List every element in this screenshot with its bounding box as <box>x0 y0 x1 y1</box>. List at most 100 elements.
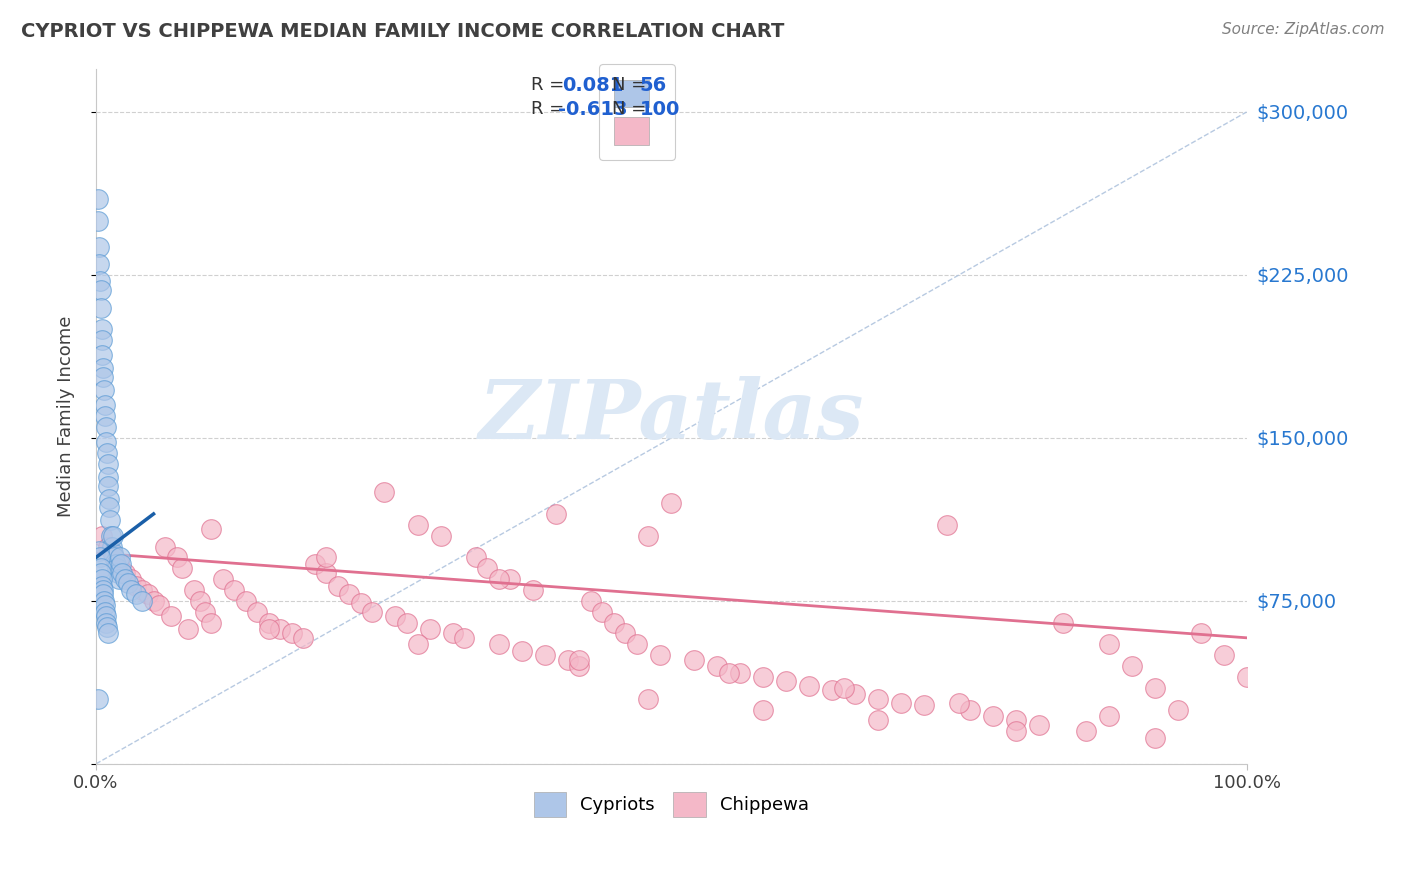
Point <box>384 609 406 624</box>
Point <box>568 652 591 666</box>
Point <box>568 659 591 673</box>
Text: 100: 100 <box>640 100 681 119</box>
Text: 56: 56 <box>640 76 666 95</box>
Point <box>361 605 384 619</box>
Point <box>683 652 706 666</box>
Point <box>730 665 752 680</box>
Point <box>103 529 125 543</box>
Point <box>1143 681 1166 695</box>
Point <box>752 702 775 716</box>
Point <box>510 644 533 658</box>
Point <box>1097 637 1119 651</box>
Point <box>488 572 510 586</box>
Point <box>90 301 112 315</box>
Point <box>90 566 112 580</box>
Point <box>648 648 671 663</box>
Point <box>117 576 139 591</box>
Point <box>373 485 395 500</box>
Point <box>546 507 568 521</box>
Point <box>94 609 117 624</box>
Point <box>125 579 148 593</box>
Point <box>200 522 222 536</box>
Point <box>90 572 112 586</box>
Point <box>292 631 315 645</box>
Point <box>844 687 866 701</box>
Point <box>752 670 775 684</box>
Point <box>89 550 111 565</box>
Point <box>148 598 170 612</box>
Point <box>96 626 118 640</box>
Point <box>93 398 115 412</box>
Point <box>453 631 475 645</box>
Point <box>890 696 912 710</box>
Point <box>948 696 970 710</box>
Legend: Cypriots, Chippewa: Cypriots, Chippewa <box>526 784 817 824</box>
Point <box>96 435 118 450</box>
Point <box>395 615 418 630</box>
Point <box>105 561 128 575</box>
Point <box>142 594 165 608</box>
Point <box>488 637 510 651</box>
Point <box>97 491 120 506</box>
Point <box>211 572 233 586</box>
Point <box>522 582 544 597</box>
Point <box>96 446 118 460</box>
Point <box>91 579 114 593</box>
Point <box>983 709 1005 723</box>
Point <box>799 679 821 693</box>
Point <box>120 582 142 597</box>
Point <box>91 361 114 376</box>
Point <box>280 626 302 640</box>
Point <box>1189 626 1212 640</box>
Point <box>96 615 118 630</box>
Point <box>177 622 200 636</box>
Point <box>91 348 114 362</box>
Text: R =: R = <box>531 76 565 94</box>
Point <box>832 681 855 695</box>
Point <box>194 605 217 619</box>
Point <box>114 572 136 586</box>
Point <box>131 582 153 597</box>
Point <box>1121 659 1143 673</box>
Point <box>114 566 136 580</box>
Point <box>1005 714 1028 728</box>
Point <box>94 409 117 424</box>
Point <box>477 561 499 575</box>
Point <box>936 517 959 532</box>
Point <box>90 322 112 336</box>
Point <box>1212 648 1234 663</box>
Point <box>153 540 176 554</box>
Point <box>1167 702 1189 716</box>
Point <box>90 529 112 543</box>
Point <box>108 572 131 586</box>
Point <box>257 615 280 630</box>
Point <box>166 550 188 565</box>
Point <box>103 550 125 565</box>
Point <box>87 691 110 706</box>
Point <box>200 615 222 630</box>
Point <box>533 648 555 663</box>
Point <box>94 605 117 619</box>
Point <box>1097 709 1119 723</box>
Point <box>111 566 134 580</box>
Point <box>89 257 111 271</box>
Point <box>637 691 659 706</box>
Text: Source: ZipAtlas.com: Source: ZipAtlas.com <box>1222 22 1385 37</box>
Text: CYPRIOT VS CHIPPEWA MEDIAN FAMILY INCOME CORRELATION CHART: CYPRIOT VS CHIPPEWA MEDIAN FAMILY INCOME… <box>21 22 785 41</box>
Point <box>499 572 522 586</box>
Point <box>337 587 360 601</box>
Point <box>103 548 125 562</box>
Point <box>912 698 935 713</box>
Point <box>326 579 349 593</box>
Text: ZIPatlas: ZIPatlas <box>478 376 865 456</box>
Point <box>108 557 131 571</box>
Point <box>717 665 740 680</box>
Text: N =: N = <box>612 100 645 118</box>
Point <box>706 659 728 673</box>
Point <box>87 240 110 254</box>
Point <box>637 529 659 543</box>
Point <box>136 587 159 601</box>
Point <box>1074 724 1097 739</box>
Point <box>579 594 602 608</box>
Point <box>101 540 124 554</box>
